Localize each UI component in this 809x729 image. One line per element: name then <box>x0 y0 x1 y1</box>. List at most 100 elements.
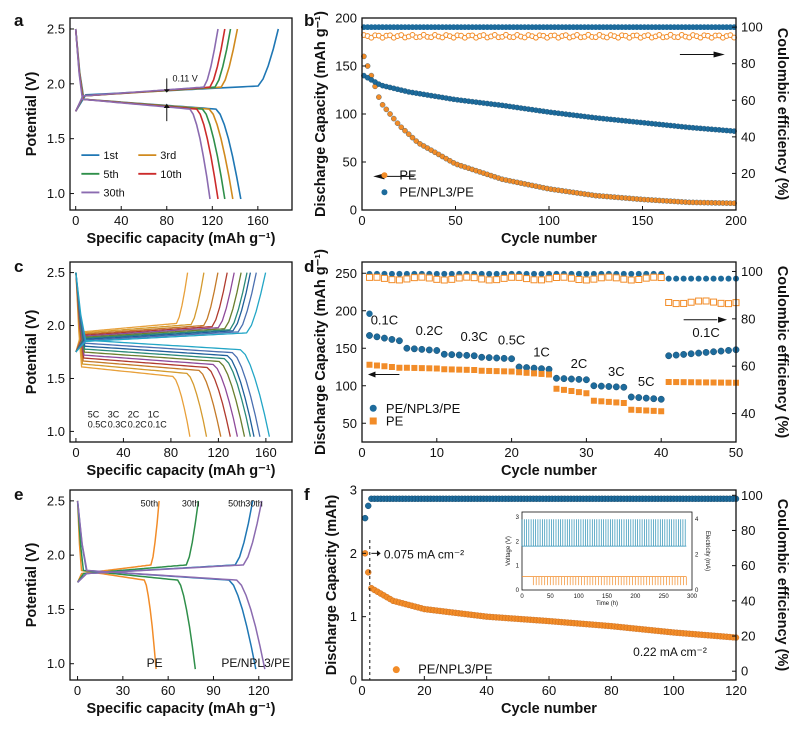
panel-d-npl-point <box>395 337 403 345</box>
panel-f-inset-ytick-label: 2 <box>516 539 520 545</box>
panel-f-y2tick-label: 0 <box>741 664 748 679</box>
panel-d-pe-ce-point <box>702 297 710 305</box>
panel-f-inset-ytick-label: 1 <box>516 564 520 570</box>
panel-d-npl-point <box>650 395 658 403</box>
panel-d-npl-point <box>388 336 396 343</box>
panel-d-pe-point <box>538 370 545 377</box>
panel-d-npl-point <box>702 349 710 356</box>
panel-e-discharge-1-1 <box>76 500 266 670</box>
panel-b-xtick-label: 150 <box>632 213 654 228</box>
panel-b-point-pe <box>379 102 386 108</box>
panel-d-pe-ce-point <box>552 273 560 281</box>
panel-d-pe-point <box>471 367 478 373</box>
panel-d-npl-point <box>403 344 411 352</box>
panel-d-pe-ce-point <box>493 276 501 284</box>
panel-d-y2tick-label: 80 <box>741 311 755 326</box>
panel-d-pe-ce-point <box>560 273 568 281</box>
panel-d-npl-ce-point <box>725 275 732 282</box>
panel-d-npl-point <box>605 383 613 390</box>
panel-d-rate-label-0: 0.1C <box>371 312 398 327</box>
panel-d-npl-point <box>410 345 418 353</box>
panel-d-npl-ce-point <box>538 270 545 277</box>
panel-d-y2tick-label: 40 <box>741 406 755 421</box>
panel-a-frame <box>69 17 293 211</box>
panel-d-ytick-label: 200 <box>335 303 357 318</box>
panel-d-pe-ce-point <box>380 274 388 282</box>
panel-d-pe-point <box>441 366 448 373</box>
panel-d-pe-point <box>433 365 440 372</box>
panel-d-npl-point <box>680 351 688 358</box>
panel-d-pe-ce-point <box>410 274 418 282</box>
panel-d-xtick-label: 30 <box>579 445 593 460</box>
panel-f-xtick-label: 60 <box>542 683 556 698</box>
panel-a: 0.11 V 1st 3rd 5th 10th 30th 0 40 80 120 160 1.0 1.5… <box>24 17 293 247</box>
panel-f-annotation-1: 0.22 mA cm⁻² <box>633 645 707 659</box>
panel-b-point-pe <box>409 134 416 141</box>
panel-d-pe-point <box>411 364 418 371</box>
panel-d-pe-ce-point <box>365 273 373 281</box>
panel-a-ytick-label: 1.5 <box>47 131 65 146</box>
panel-d-pe-point <box>486 367 493 374</box>
panel-d-frame <box>361 261 737 443</box>
panel-d-npl-point <box>717 347 725 355</box>
panel-d-pe-point <box>456 366 463 373</box>
panel-f-ytick-label: 2 <box>350 546 357 561</box>
panel-d-npl-ce-point <box>688 275 695 282</box>
panel-f-inset-xtick-label: 200 <box>630 594 641 600</box>
panel-d-pe-ce-point <box>717 299 725 307</box>
panel-a-xtick-label: 160 <box>247 213 269 228</box>
panel-d-xtick-label: 10 <box>430 445 444 460</box>
panel-d-npl-ce-point <box>590 270 597 277</box>
panel-c-legend-label-2: 2C <box>128 410 140 420</box>
panel-d-npl-ce-point <box>575 270 582 277</box>
panel-a-xtick-label: 40 <box>114 213 128 228</box>
panel-c-discharge-2 <box>75 272 222 437</box>
panel-d-pe-ce-point <box>463 273 471 281</box>
panel-d-npl-point <box>373 333 381 341</box>
panel-d-npl-point <box>560 375 568 383</box>
panel-f-ce-point <box>365 502 372 510</box>
panel-f-y2tick-label: 100 <box>741 488 763 503</box>
panel-b-legend-label-0: PE <box>399 167 417 182</box>
panel-c-charge-5 <box>75 272 242 353</box>
panel-c-ytick-label: 1.0 <box>47 424 65 439</box>
panel-d-pe-point <box>613 399 620 406</box>
panel-a-charge-3 <box>74 28 226 112</box>
panel-c-ylabel: Potential (V) <box>24 310 40 395</box>
panel-c: 5C 3C 2C 1C 0.5C 0.3C 0.2C 0.1C 0 40 80 120 160 1.0 1.… <box>24 261 293 479</box>
panel-c-xtick-label: 0 <box>72 445 79 460</box>
panel-f-y2tick-label: 20 <box>741 629 755 644</box>
panel-d-pe-ce-point <box>478 275 486 283</box>
panel-d-npl-point <box>463 351 471 359</box>
panel-label-e: e <box>14 485 23 504</box>
panel-f-inset-xtick-label: 150 <box>602 594 613 600</box>
panel-d-rate-label-8: 0.1C <box>692 325 719 340</box>
panel-d-pe-ce-point <box>508 273 516 281</box>
panel-a-ytick-label: 2.0 <box>47 76 65 91</box>
panel-d-pe-point <box>531 370 538 377</box>
panel-d-npl-point <box>627 393 635 401</box>
panel-e-cycle-label-0-1: 30th <box>182 498 200 508</box>
panel-b-ylabel: Discharge Capacity (mAh g⁻¹) <box>313 11 329 217</box>
panel-d-npl-point <box>381 334 388 342</box>
panel-c-charge-3 <box>75 272 228 353</box>
panel-e-cycle-label-1-1: 30th <box>245 498 263 508</box>
panel-d-ytick-label: 150 <box>335 341 357 356</box>
panel-a-legend-label-2: 5th <box>103 169 118 181</box>
panel-label-a: a <box>14 11 24 30</box>
panel-d-npl-ce-point <box>665 275 672 282</box>
panel-c-discharge-1 <box>75 272 208 437</box>
panel-d-npl-point <box>530 364 538 372</box>
panel-d: 0.1C 0.2C 0.3C 0.5C 1C 2C 3C 5C 0.1C PE/NPL3/PEPE… <box>313 249 790 479</box>
panel-d-pe-ce-point <box>403 275 411 283</box>
panel-c-ytick-label: 2.5 <box>47 265 65 280</box>
panel-c-charge-1 <box>75 272 205 353</box>
panel-c-xlabel: Specific capacity (mAh g⁻¹) <box>87 463 276 479</box>
panel-f-xtick-label: 120 <box>725 683 747 698</box>
panel-e-ylabel: Potential (V) <box>24 543 40 628</box>
panel-a-charge-1 <box>74 28 239 112</box>
panel-f-inset-current <box>532 576 687 586</box>
panel-e-xtick-label: 0 <box>74 683 81 698</box>
panel-d-rate-label-4: 1C <box>533 345 550 360</box>
